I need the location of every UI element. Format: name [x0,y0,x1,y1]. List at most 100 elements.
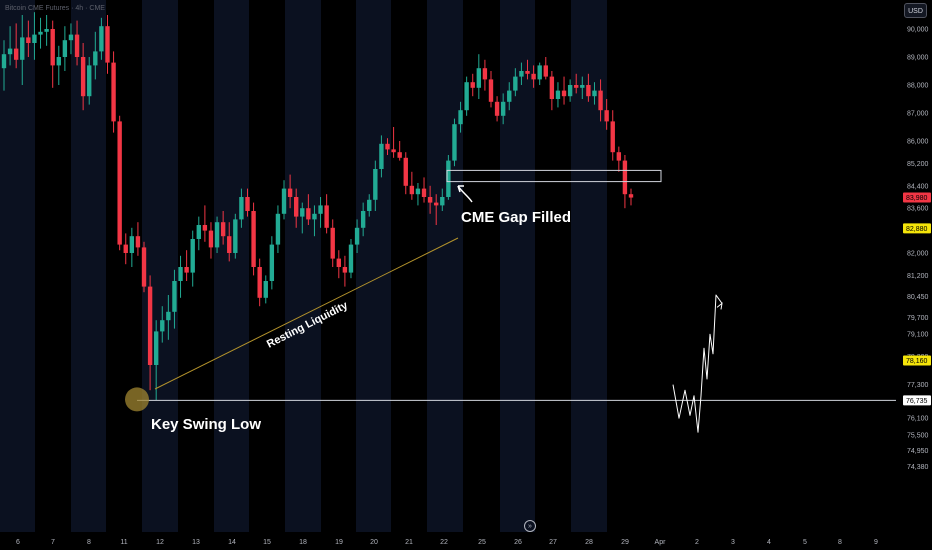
y-tick-label: 77,300 [907,382,929,389]
candle-body [488,79,494,102]
candle [105,15,110,74]
y-tick-label: 83,600 [907,206,929,213]
y-tick-label: 88,000 [907,83,929,90]
candle-body [62,40,68,57]
candle-body [336,258,341,267]
candle [160,306,165,343]
candle [561,76,567,105]
time-axis: 6 7 8 11 12 13 14 15 18 19 20 21 22 25 26 27 28 29 Apr 2 3 4 5… [16,539,878,546]
x-tick-label: 9 [874,539,878,546]
candle-body [324,205,329,228]
cme-gap-box [446,169,662,183]
candle-body [300,208,305,217]
x-tick-label: 4 [767,539,771,546]
candle [32,12,37,60]
candle-body [537,65,542,80]
candle [312,205,317,237]
candle-body [190,239,195,273]
price-axis: 90,000 89,000 88,000 87,000 86,000 85,200 84,4… [903,27,931,471]
candle [281,180,287,220]
x-tick-label: 2 [695,539,699,546]
x-tick-label: 11 [120,539,127,546]
candle [233,213,238,259]
candle-body [592,90,597,97]
candle-body [93,51,98,66]
candle-body [56,57,61,66]
candle-body [153,331,159,365]
candle-body [610,121,615,153]
candle [251,202,256,276]
candle [616,146,622,172]
candle-body [281,188,287,214]
x-tick-label: 6 [16,539,20,546]
candle-body [239,197,244,220]
candle-body [367,199,372,211]
candle [385,138,390,155]
candle-body [233,219,238,253]
candle-body [567,85,573,97]
candle-body [172,281,177,312]
candle [628,188,634,206]
candle [519,62,524,85]
candle-body [287,188,293,197]
candle-body [543,65,548,77]
candle-body [220,222,226,237]
key-swing-low-label: Key Swing Low [151,416,261,433]
candle [507,82,512,111]
candle-body [342,267,348,273]
candle [62,26,68,71]
candle-body [251,211,256,267]
candle [56,45,61,85]
candle-body [513,76,518,91]
candle-body [111,62,116,122]
swing-low-marker [125,387,149,412]
candle [446,155,451,200]
candle [421,177,427,203]
candle [318,197,323,228]
y-tick-label: 89,000 [907,55,929,62]
y-tick-label: 79,700 [907,315,929,322]
currency-button[interactable]: USD [904,3,927,18]
candle [196,216,201,251]
candle [141,241,147,293]
candle [525,59,530,80]
price-label: 83,980 [906,195,928,202]
candle-body [214,222,220,248]
candle-body [464,82,469,111]
candle [604,99,609,130]
y-tick-label: 87,000 [907,111,929,118]
x-tick-label: 22 [440,539,448,546]
y-tick-label: 84,400 [907,183,929,190]
candle-body [598,90,603,111]
candle-body [184,267,189,273]
candle [367,194,372,217]
candle-body [354,227,360,245]
candle-body [574,85,579,88]
candle [172,269,177,329]
x-tick-label: 15 [263,539,271,546]
candle [494,96,500,122]
candle-body [318,205,323,214]
candle-body [628,194,634,198]
candle-body [312,213,317,220]
candle [147,275,153,391]
candle-body [403,157,408,186]
candle-body [26,37,31,43]
candle [415,183,421,206]
candle [287,174,293,209]
session-shading [0,0,607,532]
candle-body [421,188,427,197]
candle [269,236,275,290]
candle [470,73,475,97]
candle-body [245,197,250,211]
candle-body [275,213,281,245]
candle [227,222,232,262]
candle [135,222,141,256]
candle-body [32,34,37,43]
candle-body [549,76,555,99]
candle-body [397,152,402,158]
candle [397,141,402,161]
double-chevron-right-icon[interactable]: » [524,520,536,532]
